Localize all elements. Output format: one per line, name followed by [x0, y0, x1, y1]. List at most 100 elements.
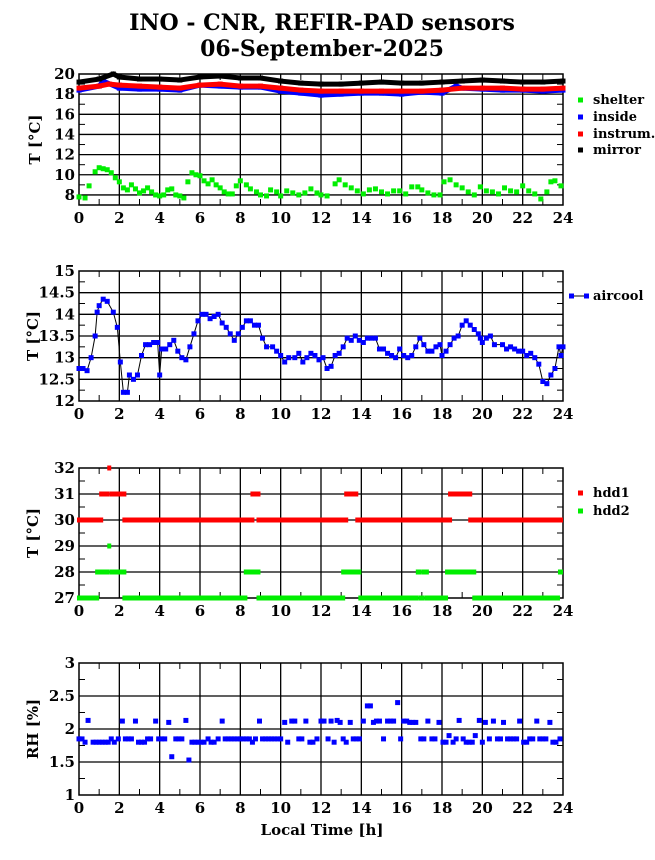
x-tick-label: 4 — [154, 602, 164, 620]
data-point — [511, 736, 517, 742]
x-tick-label: 6 — [195, 209, 205, 227]
data-point — [500, 78, 505, 84]
data-point — [76, 736, 82, 742]
data-point — [134, 372, 140, 378]
legend-item: instrum. — [578, 127, 655, 142]
data-point — [310, 739, 316, 745]
data-point — [128, 736, 134, 742]
data-point — [193, 172, 199, 178]
x-tick-label: 16 — [391, 602, 412, 620]
data-point — [159, 736, 165, 742]
data-point — [441, 179, 447, 185]
data-point — [548, 372, 554, 378]
data-point — [399, 88, 405, 94]
data-point — [92, 333, 98, 339]
data-point — [487, 333, 493, 339]
data-point — [90, 739, 96, 745]
data-point — [548, 179, 554, 185]
data-point — [86, 183, 92, 189]
x-tick-label: 18 — [432, 799, 453, 817]
data-point — [379, 79, 384, 85]
data-point — [520, 79, 526, 85]
x-tick-label: 4 — [154, 799, 164, 817]
data-point — [292, 718, 298, 724]
data-point — [278, 193, 284, 199]
data-point — [553, 739, 559, 745]
data-point — [289, 718, 295, 724]
series-instrum — [76, 81, 566, 94]
data-point — [455, 333, 461, 339]
y-tick-label: 14 — [54, 305, 75, 323]
data-point — [296, 350, 302, 356]
data-point — [547, 719, 553, 725]
data-point — [252, 736, 258, 742]
data-point — [520, 183, 526, 189]
data-point — [225, 191, 231, 197]
data-point — [433, 344, 439, 350]
legend-label: hdd2 — [593, 504, 630, 519]
data-point — [145, 736, 151, 742]
data-point — [552, 178, 558, 184]
data-point — [325, 736, 331, 742]
data-point — [125, 736, 131, 742]
data-point — [364, 703, 370, 709]
data-point — [419, 187, 425, 193]
data-segment — [122, 517, 255, 523]
data-point — [552, 366, 558, 371]
y-tick-label: 28 — [54, 563, 75, 581]
data-point — [163, 346, 169, 352]
series-mirror — [76, 71, 566, 87]
data-point — [282, 359, 288, 365]
data-point — [198, 739, 204, 745]
data-point — [264, 344, 270, 350]
x-tick-label: 0 — [74, 799, 84, 817]
data-point — [526, 188, 532, 194]
data-point — [342, 182, 348, 188]
data-point — [425, 190, 431, 196]
data-point — [201, 739, 207, 745]
data-point — [331, 739, 337, 745]
data-point — [274, 189, 280, 195]
data-point — [108, 736, 114, 742]
data-point — [439, 90, 445, 96]
data-segment — [472, 595, 560, 601]
data-point — [337, 719, 343, 725]
data-point — [120, 389, 126, 395]
data-point — [213, 182, 219, 188]
data-point — [398, 736, 404, 742]
x-tick-label: 10 — [270, 405, 291, 423]
y-tick-label: 1.5 — [49, 753, 75, 771]
data-point — [334, 717, 340, 723]
data-point — [336, 350, 342, 356]
data-point — [135, 739, 141, 745]
data-point — [463, 318, 469, 324]
x-tick-label: 6 — [195, 799, 205, 817]
data-point — [500, 85, 505, 91]
data-segment — [77, 595, 100, 601]
data-point — [475, 331, 481, 337]
data-point — [524, 353, 530, 358]
data-point — [80, 366, 86, 371]
data-point — [239, 324, 245, 330]
data-point — [298, 87, 304, 93]
data-point — [284, 188, 290, 194]
data-point — [237, 83, 243, 89]
data-point — [128, 182, 134, 188]
data-point — [177, 77, 183, 83]
data-point — [447, 342, 453, 348]
data-point — [530, 736, 536, 742]
data-point — [102, 739, 108, 745]
data-point — [318, 88, 324, 94]
data-point — [532, 191, 538, 197]
data-point — [453, 83, 459, 89]
data-point — [119, 718, 125, 724]
x-tick-label: 2 — [114, 209, 124, 227]
data-point — [405, 355, 411, 361]
data-point — [536, 361, 542, 367]
y-tick-label: 27 — [54, 589, 75, 607]
data-point — [278, 78, 284, 84]
data-point — [505, 736, 511, 742]
data-point — [446, 733, 452, 739]
y-tick-label: 14 — [54, 125, 75, 143]
